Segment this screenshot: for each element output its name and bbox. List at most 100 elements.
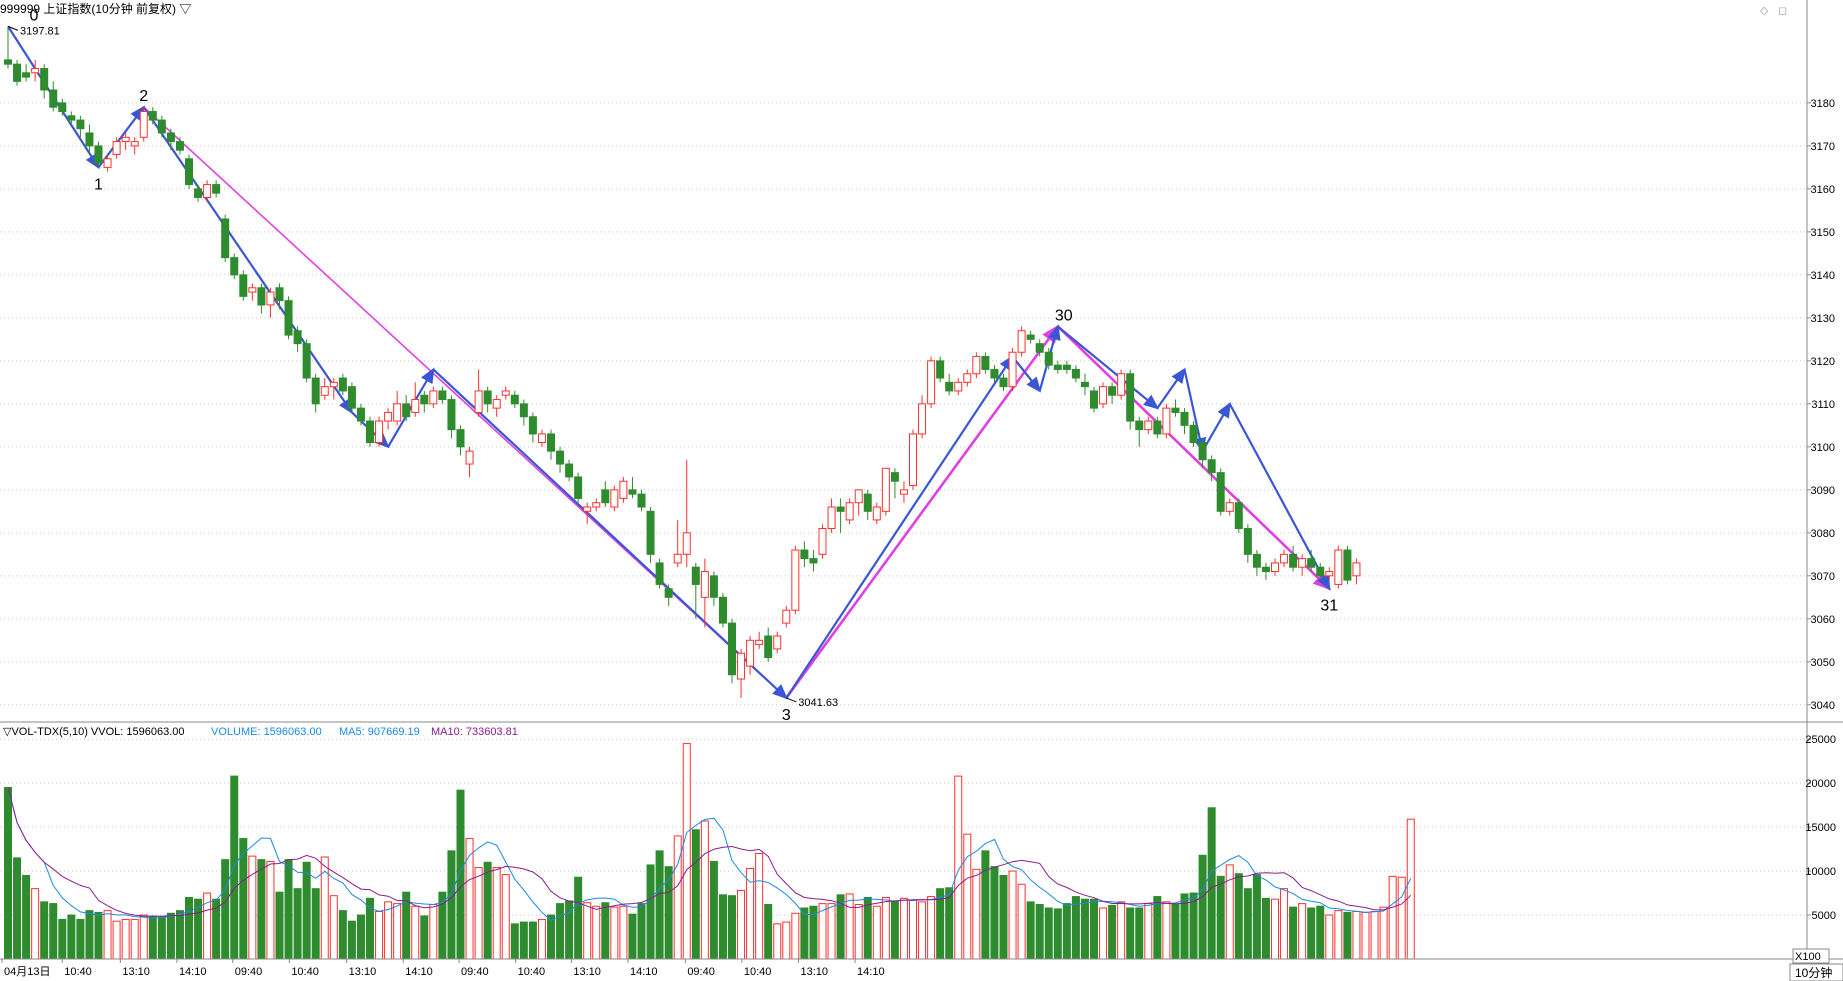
volume-bar-down xyxy=(999,874,1008,960)
volume-bar-down xyxy=(547,914,555,960)
volume-bar-up xyxy=(845,893,854,960)
period-tab[interactable] xyxy=(1789,963,1843,981)
volume-bar-down xyxy=(338,910,347,960)
price-tick-label: 3160 xyxy=(1811,184,1835,196)
volume-bar-down xyxy=(22,874,31,960)
candle-body-up xyxy=(248,287,257,293)
volume-bar-up xyxy=(1117,901,1126,960)
candle-body-up xyxy=(1271,562,1279,573)
candle-body-down xyxy=(1198,442,1207,461)
candle-body-down xyxy=(85,132,94,147)
volume-bar-down xyxy=(85,910,94,960)
candle-body-down xyxy=(601,489,610,504)
volume-bar-up xyxy=(31,888,40,960)
candle-body-down xyxy=(148,110,157,121)
time-tick-label: 10:40 xyxy=(518,966,546,978)
chart-title[interactable]: 999999 上证指数(10分钟 前复权) ▽ xyxy=(0,1,191,16)
volume-bar-down xyxy=(709,860,718,960)
time-tick-label: 13:10 xyxy=(122,966,150,978)
volume-bar-up xyxy=(411,905,420,960)
candle-body-down xyxy=(1053,364,1062,370)
candle-body-down xyxy=(945,381,954,392)
volume-indicator-name[interactable]: ▽VOL-TDX(5,10) VVOL: 1596063.00 xyxy=(3,726,185,738)
time-tick-label: 04月13日 xyxy=(4,966,50,978)
volume-bar-down xyxy=(1135,907,1144,960)
candle-body-down xyxy=(637,493,646,508)
ma10-line xyxy=(7,787,1412,917)
candle-body-down xyxy=(1035,343,1044,353)
candle-body-down xyxy=(1207,459,1216,474)
volume-bar-down xyxy=(1234,873,1243,960)
volume-bar-down xyxy=(230,775,239,960)
candle-body-up xyxy=(375,420,384,444)
time-tick-label: 13:10 xyxy=(800,966,828,978)
volume-bar-up xyxy=(963,833,972,960)
candle-body-up xyxy=(465,450,474,465)
candle-body-up xyxy=(619,480,628,499)
volume-bar-down xyxy=(655,850,664,960)
volume-bar-down xyxy=(49,903,58,960)
volume-bar-down xyxy=(40,901,49,960)
volume-bar-down xyxy=(1090,898,1098,960)
volume-bar-up xyxy=(1397,876,1406,960)
volume-bar-up xyxy=(918,901,927,960)
volume-bar-down xyxy=(175,910,184,960)
candle-body-down xyxy=(4,59,12,65)
candle-body-down xyxy=(1234,502,1243,530)
candle-body-up xyxy=(1144,420,1153,431)
volume-bar-up xyxy=(1099,907,1108,960)
pen-stroke xyxy=(1183,369,1207,454)
price-tick-label: 3080 xyxy=(1811,528,1835,540)
volume-bar-down xyxy=(311,888,320,960)
volume-bar-down xyxy=(1243,888,1252,960)
volume-bar-up xyxy=(393,903,402,960)
time-tick-label: 14:10 xyxy=(179,966,207,978)
volume-bar-up xyxy=(1280,888,1289,960)
pen-stroke xyxy=(1201,401,1231,452)
volume-bar-down xyxy=(275,891,284,960)
candle-body-up xyxy=(130,141,139,147)
volume-bar-up xyxy=(592,905,601,960)
price-tick-label: 3110 xyxy=(1811,399,1835,411)
candle-body-down xyxy=(664,588,673,598)
scale-box xyxy=(1792,948,1830,964)
candle-body-up xyxy=(682,532,691,555)
window-controls-icon[interactable]: ◇ xyxy=(1760,5,1769,17)
candle-body-down xyxy=(981,356,990,370)
volume-tick-label: 15000 xyxy=(1805,822,1836,834)
volume-bar-down xyxy=(1108,904,1117,960)
volume-ma-lines xyxy=(7,787,1412,922)
volume-bar-up xyxy=(755,852,764,960)
candle-body-down xyxy=(293,330,302,345)
restore-icon[interactable]: ◻ xyxy=(1778,5,1787,17)
candle-body-down xyxy=(764,635,773,659)
candle-body-down xyxy=(483,390,492,405)
candle-body-up xyxy=(854,489,863,504)
pen-stroke xyxy=(785,354,1014,699)
candle-body-down xyxy=(1252,553,1261,568)
candle-body-down xyxy=(628,489,637,495)
volume-bar-up xyxy=(782,921,791,960)
candle-body-down xyxy=(863,493,872,512)
candle-body-down xyxy=(691,566,700,585)
period-label[interactable]: 10分钟 xyxy=(1795,965,1832,980)
candle-body-down xyxy=(166,132,175,143)
candle-body-down xyxy=(1135,420,1144,431)
candle-body-up xyxy=(266,291,275,306)
candle-body-up xyxy=(827,506,836,530)
volume-bar-down xyxy=(166,912,175,960)
candle-body-down xyxy=(13,63,22,82)
time-tick-label: 09:40 xyxy=(461,966,489,978)
candle-body-down xyxy=(157,119,166,134)
candle-body-up xyxy=(773,635,782,650)
pen-stroke xyxy=(1011,355,1042,393)
candle-body-down xyxy=(936,360,945,379)
candle-body-down xyxy=(338,377,347,392)
volume-bar-down xyxy=(94,911,103,960)
volume-bar-up xyxy=(537,918,546,960)
candle-body-down xyxy=(1153,420,1162,435)
candle-body-up xyxy=(1017,330,1026,353)
volume-bars xyxy=(4,743,1415,960)
time-tick-label: 10:40 xyxy=(291,966,319,978)
candle-body-up xyxy=(782,609,791,624)
